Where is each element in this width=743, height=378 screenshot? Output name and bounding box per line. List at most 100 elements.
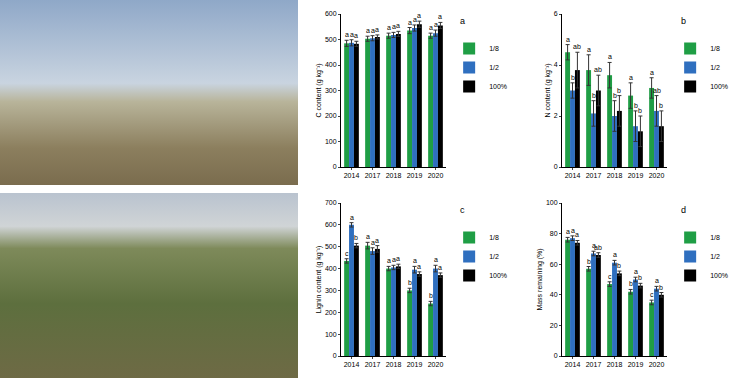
svg-text:a: a <box>350 31 354 38</box>
svg-text:0: 0 <box>554 163 558 170</box>
svg-text:40: 40 <box>550 291 558 298</box>
svg-text:700: 700 <box>325 199 337 206</box>
svg-text:c: c <box>345 250 349 257</box>
svg-text:2014: 2014 <box>344 172 360 179</box>
svg-text:2020: 2020 <box>649 172 665 179</box>
svg-text:b: b <box>659 102 663 109</box>
svg-text:2017: 2017 <box>365 172 381 179</box>
svg-text:1/2: 1/2 <box>710 64 720 71</box>
svg-text:20: 20 <box>550 322 558 329</box>
svg-text:2019: 2019 <box>407 172 423 179</box>
svg-text:a: a <box>434 256 438 263</box>
svg-text:2020: 2020 <box>428 172 444 179</box>
svg-text:1/8: 1/8 <box>489 45 499 52</box>
svg-text:a: a <box>592 242 596 249</box>
svg-text:0: 0 <box>333 352 337 359</box>
svg-text:0: 0 <box>333 163 337 170</box>
svg-text:b: b <box>638 107 642 114</box>
svg-text:2019: 2019 <box>628 172 644 179</box>
svg-text:a: a <box>634 268 638 275</box>
svg-text:2014: 2014 <box>344 361 360 368</box>
svg-text:60: 60 <box>550 261 558 268</box>
svg-text:ab: ab <box>573 43 581 50</box>
svg-text:c: c <box>460 205 465 215</box>
svg-text:a: a <box>371 27 375 34</box>
svg-text:100: 100 <box>546 199 558 206</box>
svg-text:2014: 2014 <box>565 361 581 368</box>
svg-text:2019: 2019 <box>407 361 423 368</box>
svg-text:1/2: 1/2 <box>489 64 499 71</box>
svg-text:b: b <box>408 279 412 286</box>
svg-text:100%: 100% <box>489 83 507 90</box>
svg-text:a: a <box>371 239 375 246</box>
svg-text:ab: ab <box>594 244 602 251</box>
svg-text:b: b <box>587 258 591 265</box>
svg-text:b: b <box>354 234 358 241</box>
svg-text:a: a <box>375 26 379 33</box>
svg-text:a: a <box>392 23 396 30</box>
svg-text:2019: 2019 <box>628 361 644 368</box>
svg-text:a: a <box>366 27 370 34</box>
svg-text:b: b <box>571 74 575 81</box>
svg-text:400: 400 <box>325 265 337 272</box>
svg-text:c: c <box>608 273 612 280</box>
svg-text:a: a <box>417 12 421 19</box>
svg-text:a: a <box>413 16 417 23</box>
svg-text:a: a <box>438 264 442 271</box>
svg-text:a: a <box>350 214 354 221</box>
svg-text:300: 300 <box>325 87 337 94</box>
svg-text:2017: 2017 <box>586 172 602 179</box>
svg-text:a: a <box>366 233 370 240</box>
svg-text:b: b <box>634 102 638 109</box>
svg-text:a: a <box>434 21 438 28</box>
svg-text:C content (g kg⁻¹): C content (g kg⁻¹) <box>315 63 323 117</box>
svg-text:2018: 2018 <box>386 361 402 368</box>
svg-text:2017: 2017 <box>586 361 602 368</box>
svg-text:100%: 100% <box>710 272 728 279</box>
svg-text:2018: 2018 <box>386 172 402 179</box>
svg-text:a: a <box>655 277 659 284</box>
svg-text:a: a <box>396 22 400 29</box>
svg-text:b: b <box>681 16 686 26</box>
svg-text:200: 200 <box>325 112 337 119</box>
svg-text:a: a <box>566 228 570 235</box>
svg-text:a: a <box>613 251 617 258</box>
svg-text:1/8: 1/8 <box>710 234 720 241</box>
svg-text:2017: 2017 <box>365 361 381 368</box>
svg-text:b: b <box>629 280 633 287</box>
svg-text:a: a <box>566 36 570 43</box>
svg-text:Mass remaining (%): Mass remaining (%) <box>536 248 544 310</box>
svg-text:100: 100 <box>325 138 337 145</box>
svg-text:b: b <box>592 92 596 99</box>
svg-text:ab: ab <box>653 87 661 94</box>
svg-text:a: a <box>460 16 465 26</box>
svg-text:2020: 2020 <box>649 361 665 368</box>
svg-text:200: 200 <box>325 309 337 316</box>
svg-text:2020: 2020 <box>428 361 444 368</box>
svg-text:a: a <box>438 13 442 20</box>
svg-text:a: a <box>396 255 400 262</box>
svg-text:a: a <box>629 74 633 81</box>
svg-text:2018: 2018 <box>607 361 623 368</box>
svg-text:100%: 100% <box>710 83 728 90</box>
svg-text:a: a <box>571 227 575 234</box>
svg-text:ab: ab <box>594 66 602 73</box>
svg-text:1/2: 1/2 <box>710 253 720 260</box>
svg-text:b: b <box>617 262 621 269</box>
svg-text:4: 4 <box>554 61 558 68</box>
svg-text:a: a <box>650 69 654 76</box>
svg-text:a: a <box>387 257 391 264</box>
svg-text:d: d <box>681 205 686 215</box>
svg-text:b: b <box>659 284 663 291</box>
svg-text:a: a <box>392 256 396 263</box>
svg-text:a: a <box>575 231 579 238</box>
svg-text:a: a <box>375 237 379 244</box>
svg-text:600: 600 <box>325 10 337 17</box>
svg-text:c: c <box>650 291 654 298</box>
svg-text:a: a <box>417 263 421 270</box>
svg-text:100: 100 <box>325 331 337 338</box>
svg-text:600: 600 <box>325 221 337 228</box>
svg-text:1/8: 1/8 <box>489 234 499 241</box>
svg-text:a: a <box>587 46 591 53</box>
svg-text:b: b <box>638 274 642 281</box>
